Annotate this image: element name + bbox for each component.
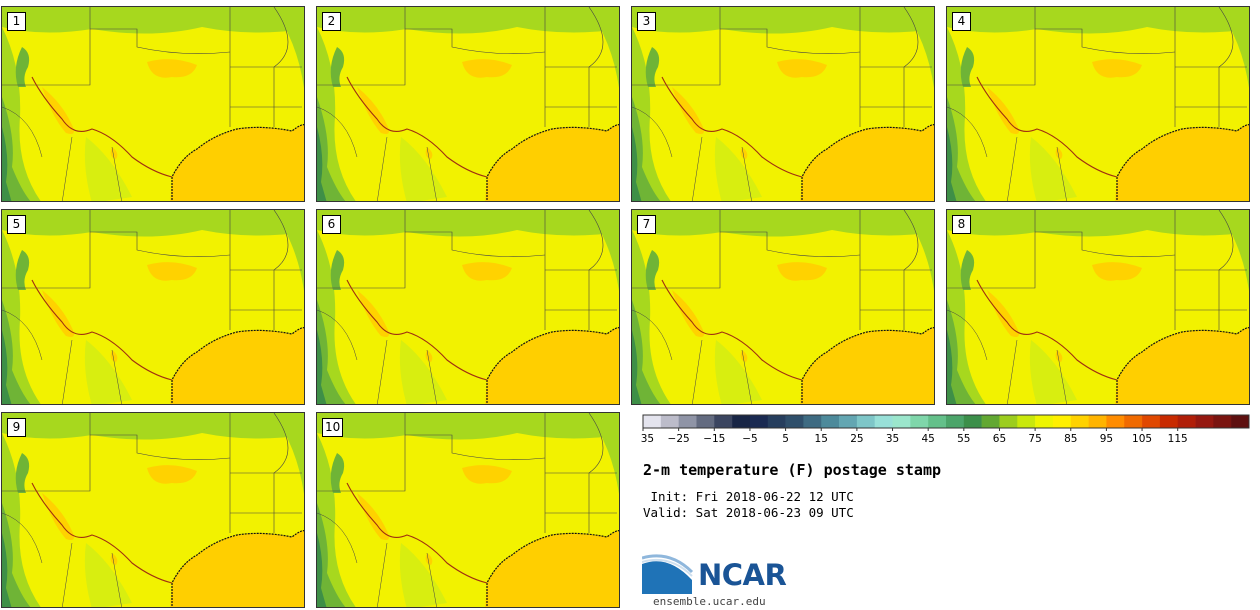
colorbar-bin	[910, 415, 929, 428]
colorbar-bin	[999, 415, 1018, 428]
colorbar-tick-label: 25	[850, 433, 863, 445]
member-panel-8: 8	[946, 209, 1250, 405]
member-panel-10: 10	[316, 412, 620, 608]
colorbar-bin	[660, 415, 679, 428]
member-panel-4: 4	[946, 6, 1250, 202]
member-panel-3: 3	[631, 6, 935, 202]
member-panel-5: 5	[1, 209, 305, 405]
temperature-map	[317, 413, 619, 607]
ncar-swoosh-icon	[642, 554, 694, 594]
member-panel-2: 2	[316, 6, 620, 202]
colorbar-tick-label: 65	[993, 433, 1006, 445]
colorbar-bin	[1106, 415, 1125, 428]
member-label: 1	[7, 12, 26, 31]
colorbar-tick-label: 95	[1100, 433, 1113, 445]
colorbar-tick-label: −15	[703, 433, 725, 445]
colorbar-tick-label: −35	[640, 433, 654, 445]
member-label: 3	[637, 12, 656, 31]
colorbar-bin	[1159, 415, 1179, 428]
temperature-map	[947, 7, 1249, 201]
logo-url: ensemble.ucar.edu	[653, 595, 766, 608]
colorbar-tick-label: 35	[886, 433, 899, 445]
member-label: 9	[7, 418, 26, 437]
temperature-map	[947, 210, 1249, 404]
member-label: 6	[322, 215, 341, 234]
colorbar-bin	[732, 415, 751, 428]
member-label: 5	[7, 215, 26, 234]
member-panel-1: 1	[1, 6, 305, 202]
colorbar-bin	[1213, 415, 1232, 428]
member-label: 8	[952, 215, 971, 234]
colorbar-tick-label: −5	[742, 433, 757, 445]
colorbar-tick-label: 45	[921, 433, 934, 445]
colorbar-border	[642, 414, 1250, 429]
colorbar-bin	[928, 415, 947, 428]
colorbar-bin	[946, 415, 965, 428]
colorbar-bin	[1195, 415, 1214, 428]
colorbar-bin	[892, 415, 911, 428]
temperature-map	[2, 413, 304, 607]
colorbar-tick-label: −25	[668, 433, 690, 445]
temperature-map	[632, 7, 934, 201]
member-panel-7: 7	[631, 209, 935, 405]
colorbar-tick-label: 105	[1132, 433, 1152, 445]
colorbar-bin	[767, 415, 786, 428]
colorbar-bin	[1052, 415, 1072, 428]
colorbar-bin	[749, 415, 769, 428]
colorbar-bin	[1035, 415, 1054, 428]
colorbar-bin	[714, 415, 733, 428]
colorbar-tick-label: 115	[1168, 433, 1188, 445]
product-title: 2-m temperature (F) postage stamp	[643, 461, 942, 479]
colorbar-bin	[678, 415, 697, 428]
colorbar-tick-label: 5	[782, 433, 789, 445]
colorbar-bin	[1124, 415, 1143, 428]
colorbar-bin	[1088, 415, 1107, 428]
temperature-map	[2, 210, 304, 404]
temperature-map	[317, 210, 619, 404]
colorbar-bin	[1177, 415, 1196, 428]
colorbar-bin	[803, 415, 822, 428]
member-label: 10	[322, 418, 344, 437]
member-label: 7	[637, 215, 656, 234]
colorbar-bin	[696, 415, 715, 428]
colorbar-bin	[856, 415, 876, 428]
colorbar-bin	[839, 415, 858, 428]
member-panel-9: 9	[1, 412, 305, 608]
valid-time: Valid: Sat 2018-06-23 09 UTC	[643, 505, 854, 520]
colorbar-bin	[785, 415, 804, 428]
colorbar-bin	[963, 415, 982, 428]
colorbar-bin	[981, 415, 1000, 428]
logo-wordmark: NCAR	[698, 558, 787, 592]
member-panel-6: 6	[316, 209, 620, 405]
colorbar-bin	[1231, 415, 1250, 428]
temperature-colorbar: −35 −25 −15 −5 5 15 25 35 45 55 65 75 85 95 105 115	[640, 414, 1250, 445]
member-label: 2	[322, 12, 341, 31]
colorbar-bin	[1070, 415, 1089, 428]
colorbar-tick-label: 55	[957, 433, 970, 445]
temperature-map	[2, 7, 304, 201]
init-time: Init: Fri 2018-06-22 12 UTC	[643, 489, 854, 504]
colorbar-bin	[1142, 415, 1161, 428]
temperature-map	[632, 210, 934, 404]
colorbar-tick-label: 15	[815, 433, 828, 445]
colorbar-bin	[643, 415, 662, 428]
colorbar-tick-label: 85	[1064, 433, 1077, 445]
colorbar-bin	[821, 415, 840, 428]
temperature-map	[317, 7, 619, 201]
colorbar-bin	[1017, 415, 1036, 428]
colorbar-bin	[874, 415, 893, 428]
member-label: 4	[952, 12, 971, 31]
ncar-logo: NCAR ensemble.ucar.edu	[642, 552, 802, 608]
colorbar-tick-label: 75	[1028, 433, 1041, 445]
